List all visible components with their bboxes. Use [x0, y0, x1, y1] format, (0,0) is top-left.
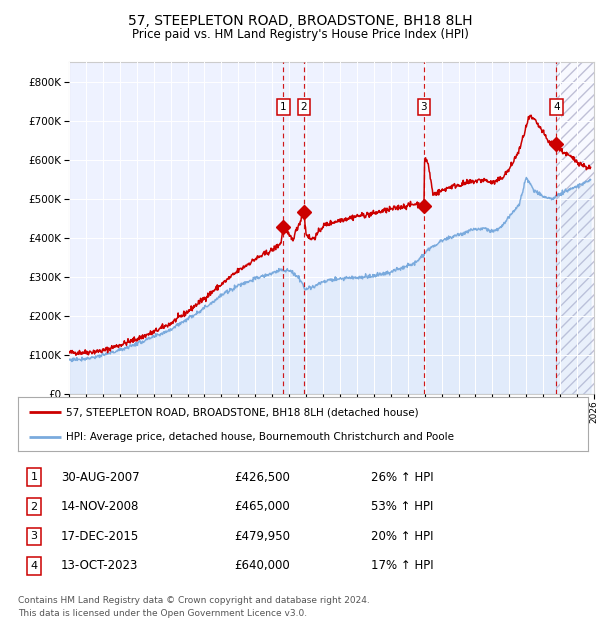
Text: 17% ↑ HPI: 17% ↑ HPI — [371, 559, 434, 572]
Text: 20% ↑ HPI: 20% ↑ HPI — [371, 530, 434, 543]
Text: £426,500: £426,500 — [235, 471, 290, 484]
Text: Contains HM Land Registry data © Crown copyright and database right 2024.: Contains HM Land Registry data © Crown c… — [18, 596, 370, 606]
Text: 3: 3 — [421, 102, 427, 112]
Text: 13-OCT-2023: 13-OCT-2023 — [61, 559, 138, 572]
Text: £479,950: £479,950 — [235, 530, 290, 543]
Text: £465,000: £465,000 — [235, 500, 290, 513]
Text: 26% ↑ HPI: 26% ↑ HPI — [371, 471, 434, 484]
Text: 30-AUG-2007: 30-AUG-2007 — [61, 471, 139, 484]
Text: 53% ↑ HPI: 53% ↑ HPI — [371, 500, 434, 513]
Text: 57, STEEPLETON ROAD, BROADSTONE, BH18 8LH (detached house): 57, STEEPLETON ROAD, BROADSTONE, BH18 8L… — [67, 407, 419, 417]
Bar — [556, 62, 594, 394]
Text: 4: 4 — [31, 561, 38, 571]
Text: 14-NOV-2008: 14-NOV-2008 — [61, 500, 139, 513]
Text: Price paid vs. HM Land Registry's House Price Index (HPI): Price paid vs. HM Land Registry's House … — [131, 28, 469, 41]
Text: 1: 1 — [31, 472, 37, 482]
Text: HPI: Average price, detached house, Bournemouth Christchurch and Poole: HPI: Average price, detached house, Bour… — [67, 432, 454, 442]
Text: 17-DEC-2015: 17-DEC-2015 — [61, 530, 139, 543]
Text: 4: 4 — [553, 102, 560, 112]
Text: 2: 2 — [31, 502, 38, 512]
Text: This data is licensed under the Open Government Licence v3.0.: This data is licensed under the Open Gov… — [18, 609, 307, 618]
Text: 57, STEEPLETON ROAD, BROADSTONE, BH18 8LH: 57, STEEPLETON ROAD, BROADSTONE, BH18 8L… — [128, 14, 472, 28]
Text: £640,000: £640,000 — [235, 559, 290, 572]
Text: 1: 1 — [280, 102, 287, 112]
Text: 2: 2 — [301, 102, 307, 112]
Text: 3: 3 — [31, 531, 37, 541]
Bar — [556, 62, 594, 394]
